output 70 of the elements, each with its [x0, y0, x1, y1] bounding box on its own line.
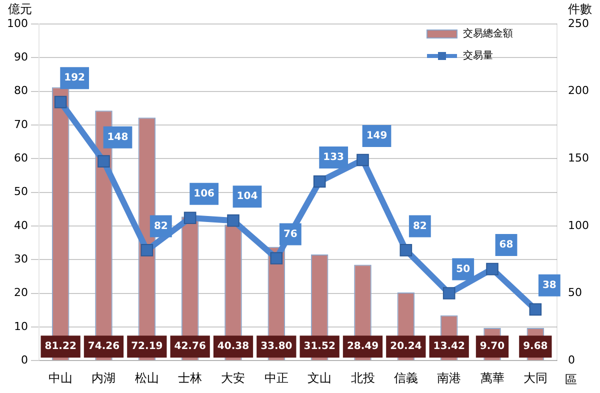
- x-tick-label: 大安: [221, 370, 246, 385]
- data-label: 40.38: [217, 341, 250, 352]
- y-tick-label: 20: [14, 286, 28, 300]
- x-tick-label: 北投: [350, 370, 375, 385]
- x-tick-label: 松山: [134, 370, 159, 385]
- point: [313, 175, 326, 188]
- data-label: 9.68: [523, 341, 548, 352]
- data-label: 42.76: [174, 341, 206, 352]
- point: [227, 214, 240, 227]
- y-tick-label: 10: [14, 320, 28, 333]
- data-label: 104: [236, 191, 258, 202]
- x-tick-label: 中正: [264, 370, 288, 385]
- data-label: 33.80: [260, 341, 292, 352]
- data-label: 76: [283, 228, 298, 240]
- x-tick-label: 内湖: [92, 370, 116, 385]
- point: [54, 96, 67, 108]
- point: [529, 303, 542, 316]
- y-tick-label: 30: [14, 252, 28, 266]
- data-label: 9.70: [480, 341, 505, 352]
- y-tick-label: 100: [6, 16, 28, 30]
- data-label: 106: [194, 188, 215, 200]
- y-tick-label: 80: [14, 84, 28, 98]
- data-label: 192: [64, 72, 86, 84]
- y-tick-label: 70: [14, 118, 28, 131]
- data-label: 133: [323, 152, 344, 164]
- x-tick-label: 中山: [48, 370, 73, 385]
- point: [486, 262, 498, 276]
- point: [356, 154, 369, 166]
- x-axis-title: 區: [565, 372, 578, 387]
- y-tick-label: 0: [20, 353, 28, 366]
- point: [442, 287, 456, 300]
- data-label: 20.24: [390, 341, 422, 352]
- data-label: 82: [154, 220, 168, 232]
- x-tick-label: 士林: [178, 370, 202, 385]
- point: [98, 155, 110, 168]
- point: [184, 212, 196, 224]
- y2-axis-title: 件數: [568, 2, 592, 16]
- x-tick-label: 萬華: [480, 370, 504, 385]
- data-label: 31.52: [304, 341, 336, 352]
- y2-tick-label: 50: [568, 286, 582, 300]
- legend-label: 交易量: [463, 50, 494, 62]
- y-tick-label: 50: [14, 185, 28, 198]
- x-tick-label: 南港: [437, 370, 462, 385]
- y-tick-label: 90: [14, 50, 28, 64]
- y2-tick-label: 100: [568, 218, 590, 232]
- data-label: 81.22: [44, 341, 76, 352]
- data-label: 13.42: [433, 341, 465, 352]
- x-tick-label: 大同: [523, 370, 548, 385]
- y-tick-label: 60: [14, 152, 28, 164]
- data-label: 50: [456, 264, 470, 275]
- point: [140, 244, 154, 256]
- y2-tick-label: 200: [568, 84, 590, 98]
- data-label: 74.26: [88, 341, 120, 352]
- data-label: 149: [366, 130, 388, 142]
- data-label: 28.49: [346, 341, 379, 352]
- data-label: 38: [542, 280, 556, 292]
- data-label: 82: [412, 220, 427, 232]
- legend-label: 交易總金額: [463, 28, 514, 40]
- y2-tick-label: 0: [568, 353, 576, 366]
- x-tick-label: 信義: [394, 370, 418, 385]
- x-tick-label: 文山: [308, 370, 332, 385]
- y-tick-label: 40: [14, 218, 28, 232]
- point: [400, 244, 412, 256]
- y2-tick-label: 150: [568, 152, 590, 164]
- data-label: 68: [499, 240, 514, 251]
- y2-tick-label: 250: [568, 16, 590, 30]
- y-axis-title: 億元: [8, 2, 32, 16]
- point: [270, 252, 283, 264]
- data-label: 148: [107, 132, 128, 143]
- data-label: 72.19: [131, 341, 163, 352]
